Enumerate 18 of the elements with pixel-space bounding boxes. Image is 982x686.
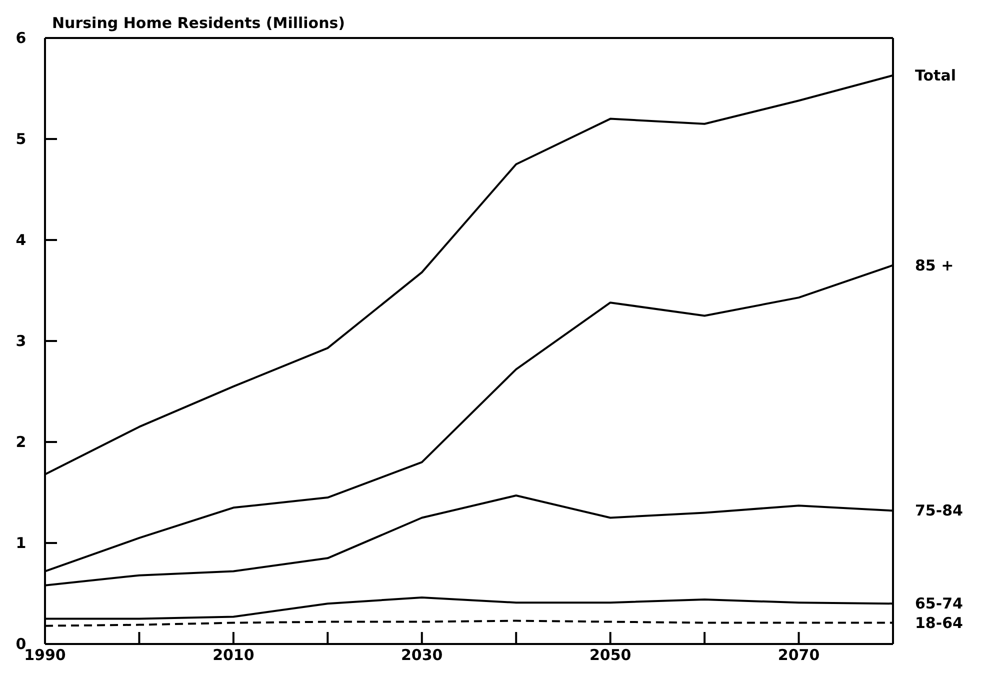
series-label: 85 + — [915, 256, 954, 274]
y-tick-label: 4 — [16, 231, 26, 249]
x-tick-label: 2050 — [589, 646, 632, 664]
y-tick-label: 0 — [16, 635, 26, 653]
series-label: 18-64 — [915, 614, 963, 632]
x-tick-label: 1990 — [24, 646, 66, 664]
series-label: Total — [915, 66, 956, 84]
x-tick-label: 2030 — [401, 646, 443, 664]
y-axis-title: Nursing Home Residents (Millions) — [52, 14, 346, 32]
x-tick-label: 2010 — [212, 646, 254, 664]
y-tick-label: 5 — [16, 130, 26, 148]
y-tick-label: 1 — [16, 534, 26, 552]
y-tick-label: 3 — [16, 332, 26, 350]
series-label: 65-74 — [915, 594, 963, 613]
series-label: 75-84 — [915, 502, 963, 520]
y-tick-label: 2 — [16, 433, 26, 451]
x-tick-label: 2070 — [778, 646, 820, 664]
y-tick-label: 6 — [16, 29, 26, 47]
